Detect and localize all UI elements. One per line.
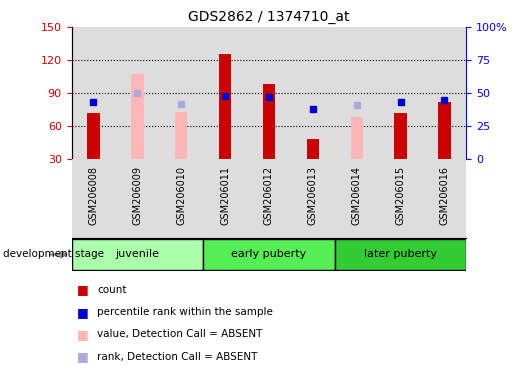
Bar [175, 112, 188, 159]
Text: GSM206014: GSM206014 [352, 166, 361, 225]
Bar [438, 102, 450, 159]
Text: GSM206013: GSM206013 [308, 166, 318, 225]
FancyBboxPatch shape [72, 239, 203, 270]
Text: percentile rank within the sample: percentile rank within the sample [97, 307, 273, 317]
Text: GSM206009: GSM206009 [132, 166, 143, 225]
Text: count: count [97, 285, 127, 295]
Bar [87, 113, 100, 159]
Bar [263, 84, 275, 159]
Text: ■: ■ [77, 306, 89, 319]
Text: rank, Detection Call = ABSENT: rank, Detection Call = ABSENT [97, 352, 258, 362]
Text: ■: ■ [77, 328, 89, 341]
Bar [350, 118, 363, 159]
Bar [307, 139, 319, 159]
Bar [394, 113, 407, 159]
Text: GSM206016: GSM206016 [439, 166, 449, 225]
Text: ■: ■ [77, 350, 89, 363]
Title: GDS2862 / 1374710_at: GDS2862 / 1374710_at [188, 10, 350, 25]
Text: GSM206008: GSM206008 [89, 166, 99, 225]
Text: GSM206015: GSM206015 [395, 166, 405, 225]
Bar [219, 55, 231, 159]
FancyBboxPatch shape [335, 239, 466, 270]
Text: early puberty: early puberty [232, 249, 306, 260]
Text: GSM206010: GSM206010 [176, 166, 186, 225]
Text: GSM206011: GSM206011 [220, 166, 230, 225]
Text: value, Detection Call = ABSENT: value, Detection Call = ABSENT [97, 329, 262, 339]
Text: later puberty: later puberty [364, 249, 437, 260]
Bar [131, 74, 144, 159]
Text: GSM206012: GSM206012 [264, 166, 274, 225]
Text: ■: ■ [77, 283, 89, 296]
Text: development stage: development stage [3, 249, 104, 259]
Text: juvenile: juvenile [116, 249, 160, 260]
FancyBboxPatch shape [203, 239, 335, 270]
